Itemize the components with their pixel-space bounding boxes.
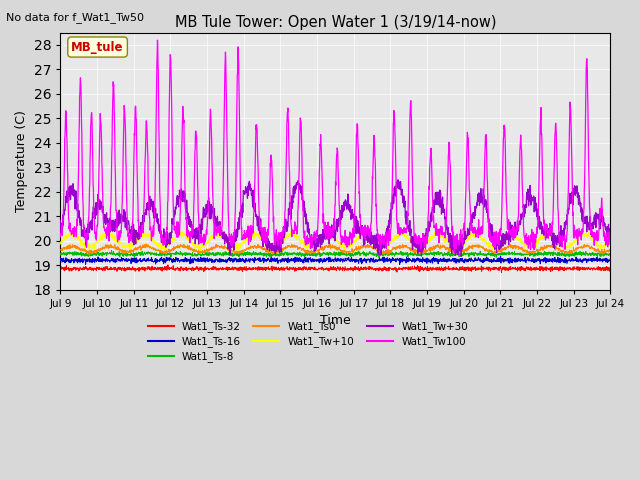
Title: MB Tule Tower: Open Water 1 (3/19/14-now): MB Tule Tower: Open Water 1 (3/19/14-now… <box>175 15 496 30</box>
Text: No data for f_Wat1_Tw50: No data for f_Wat1_Tw50 <box>6 12 145 23</box>
Legend: Wat1_Ts-32, Wat1_Ts-16, Wat1_Ts-8, Wat1_Ts0, Wat1_Tw+10, Wat1_Tw+30, Wat1_Tw100: Wat1_Ts-32, Wat1_Ts-16, Wat1_Ts-8, Wat1_… <box>143 317 472 367</box>
Y-axis label: Temperature (C): Temperature (C) <box>15 110 28 212</box>
Text: MB_tule: MB_tule <box>71 40 124 54</box>
X-axis label: Time: Time <box>320 314 351 327</box>
